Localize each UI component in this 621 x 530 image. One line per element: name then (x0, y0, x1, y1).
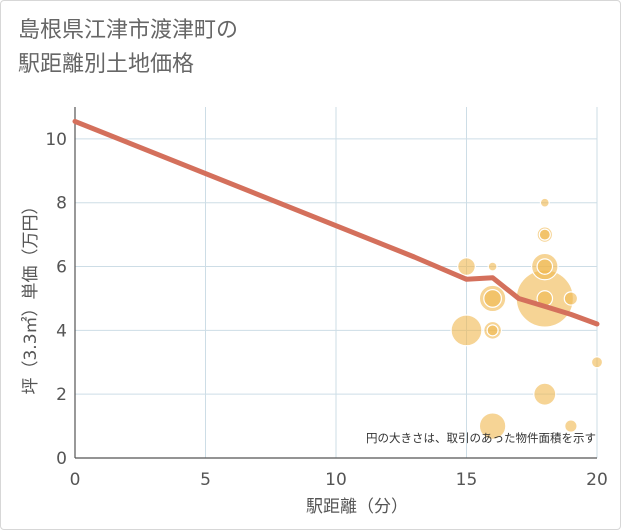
y-axis-label: 坪（3.3㎡）単価（万円） (21, 197, 41, 394)
data-point (478, 412, 507, 440)
y-tick-label: 2 (56, 385, 67, 405)
y-tick-label: 4 (56, 321, 67, 341)
data-point (487, 261, 498, 272)
x-tick-label: 20 (586, 470, 608, 490)
chart-title-line-1: 島根県江津市渡津町の (18, 18, 239, 43)
y-tick-label: 6 (56, 258, 67, 278)
x-tick-label: 0 (70, 470, 81, 490)
data-point (563, 291, 579, 306)
data-point (457, 257, 476, 276)
y-tick-label: 0 (56, 449, 67, 469)
axes (74, 107, 597, 459)
trend-line-group (72, 118, 600, 327)
data-point (533, 382, 557, 406)
x-tick-label: 10 (325, 470, 347, 490)
data-point (536, 258, 554, 275)
x-tick-label: 15 (456, 470, 478, 490)
data-point (486, 324, 499, 337)
data-point (483, 289, 503, 308)
data-point (590, 356, 604, 369)
x-axis-label: 駅距離（分） (306, 497, 408, 517)
trend-line (72, 118, 600, 327)
data-point (539, 197, 550, 208)
grid-lines (75, 107, 598, 458)
chart-title: 島根県江津市渡津町の 駅距離別土地価格 (18, 14, 238, 82)
tick-labels: 0 5 10 15 20 0 2 4 6 8 10 (45, 130, 607, 490)
chart-title-line-2: 駅距離別土地価格 (18, 52, 195, 77)
y-tick-label: 8 (56, 194, 67, 214)
bubble-size-note: 円の大きさは、取引のあった物件面積を示す (366, 431, 596, 445)
data-point (538, 228, 551, 241)
data-point (450, 314, 483, 347)
data-point (564, 419, 578, 433)
x-tick-label: 5 (200, 470, 211, 490)
y-tick-label: 10 (45, 130, 67, 150)
